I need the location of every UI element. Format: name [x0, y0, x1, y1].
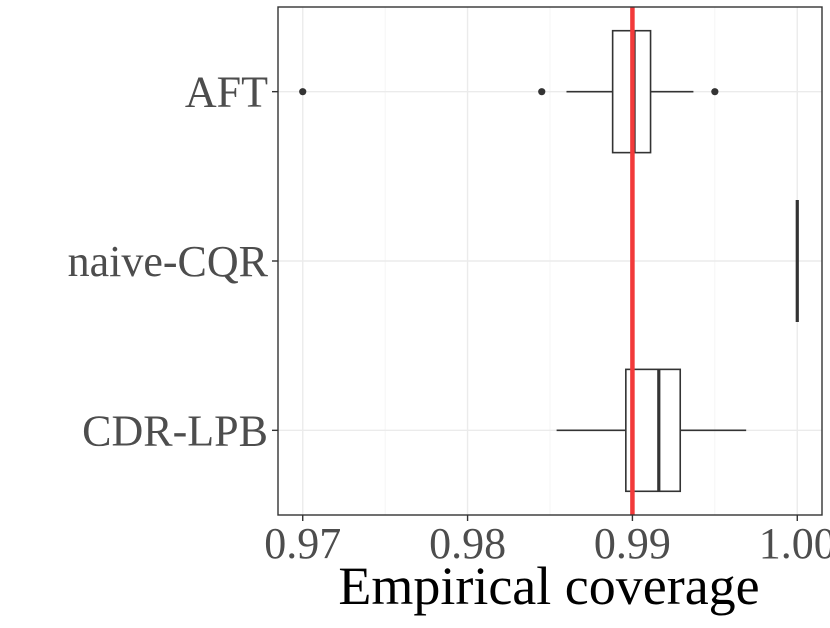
x-tick-label: 1.00 — [759, 519, 830, 568]
x-tick-label: 0.99 — [594, 519, 671, 568]
y-tick-label: CDR-LPB — [82, 406, 268, 455]
outlier-point — [299, 88, 307, 96]
y-tick-label: AFT — [185, 68, 268, 117]
label-layer: AFT naive-CQR CDR-LPB 0.97 0.98 0.99 1.00 — [68, 68, 830, 568]
box-group-cdr-lpb — [556, 368, 747, 493]
outlier-point — [711, 88, 719, 96]
box-iqr — [625, 368, 682, 493]
grid-layer — [278, 7, 822, 515]
outlier-point — [538, 88, 546, 96]
x-axis-title: Empirical coverage — [338, 556, 759, 616]
x-tick-label: 0.97 — [264, 519, 341, 568]
y-tick-label: naive-CQR — [68, 237, 269, 286]
x-tick-label: 0.98 — [429, 519, 506, 568]
